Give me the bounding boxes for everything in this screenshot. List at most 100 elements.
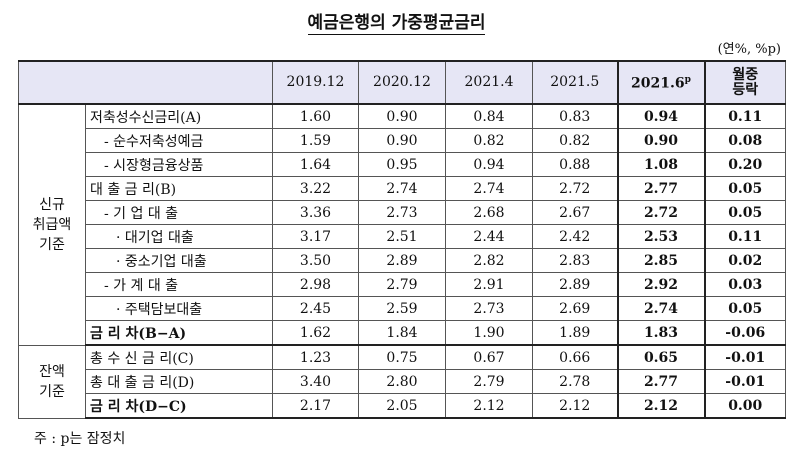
- row-label: 저축성수신금리(A): [85, 103, 273, 129]
- value-cell: 3.40: [272, 369, 359, 394]
- value-cell: 2.59: [358, 296, 446, 321]
- value-cell: 0.11: [704, 103, 786, 129]
- latest-text: 2021.6: [631, 75, 685, 92]
- table-row: - 시장형금융상품 1.64 0.95 0.94 0.88 1.08 0.20: [19, 152, 786, 177]
- value-cell: 2.91: [445, 272, 533, 297]
- value-cell: 0.00: [704, 393, 786, 419]
- value-cell: 0.75: [358, 344, 446, 370]
- value-cell: 0.08: [704, 128, 786, 153]
- group-label-line: 취급액: [32, 216, 72, 233]
- table-row: 신규 취급액 기준 저축성수신금리(A) 1.60 0.90 0.84 0.83 0.94 0.1…: [18, 103, 786, 346]
- row-label: · 대기업 대출: [85, 224, 273, 249]
- period-header: 2021.5: [532, 60, 618, 105]
- value-cell: 2.72: [532, 176, 618, 201]
- table-body: 신규 취급액 기준 저축성수신금리(A) 1.60 0.90 0.84 0.83 0.94 0.1…: [18, 103, 786, 419]
- unit: (연%, %p): [717, 42, 781, 57]
- value-cell: 2.79: [445, 369, 533, 394]
- value-cell: 2.69: [532, 296, 618, 321]
- value-cell: 2.51: [358, 224, 446, 249]
- change-header: 월중 등락: [704, 60, 786, 105]
- period-header: 2019.12: [272, 60, 359, 105]
- table-row: 잔액 기준 총 수 신 금 리(C) 1.23 0.75 0.67 0.66 0.65 -0.0…: [18, 344, 786, 419]
- value-cell: 0.65: [616, 344, 706, 370]
- table-row: 대 출 금 리(B) 3.22 2.74 2.74 2.72 2.77 0.05: [19, 176, 786, 201]
- value-cell: 3.50: [272, 248, 359, 273]
- value-cell: 2.83: [532, 248, 618, 273]
- value-cell: 0.95: [358, 152, 446, 177]
- value-cell: 2.80: [358, 369, 446, 394]
- value-cell: 2.68: [445, 200, 533, 225]
- value-cell: 1.64: [272, 152, 359, 177]
- value-cell: 2.42: [532, 224, 618, 249]
- row-label: 금 리 차(B−A): [85, 320, 273, 346]
- table-row: - 기 업 대 출 3.36 2.73 2.68 2.67 2.72 0.05: [19, 200, 786, 225]
- header-blank: [18, 60, 273, 105]
- rate-table: 2019.12 2020.12 2021.4 2021.5 2021.6p 월중 등락 신규…: [18, 60, 786, 419]
- value-cell: 2.82: [445, 248, 533, 273]
- table-header: 2019.12 2020.12 2021.4 2021.5 2021.6p 월중 등락: [18, 60, 786, 105]
- row-label: - 시장형금융상품: [85, 152, 273, 177]
- value-cell: -0.06: [704, 320, 786, 346]
- row-label: - 가 계 대 출: [85, 272, 273, 297]
- change-header-line: 등락: [732, 81, 759, 98]
- period-header: 2020.12: [358, 60, 446, 105]
- value-cell: 2.85: [616, 248, 706, 273]
- value-cell: 1.62: [272, 320, 359, 346]
- value-cell: 2.44: [445, 224, 533, 249]
- value-cell: 2.72: [616, 200, 706, 225]
- value-cell: 0.67: [445, 344, 533, 370]
- value-cell: 2.92: [616, 272, 706, 297]
- value-cell: 2.73: [358, 200, 446, 225]
- value-cell: 1.60: [272, 103, 359, 129]
- table-row: · 대기업 대출 3.17 2.51 2.44 2.42 2.53 0.11: [19, 224, 786, 249]
- value-cell: 0.03: [704, 272, 786, 297]
- value-cell: 0.84: [445, 103, 533, 129]
- value-cell: 2.77: [616, 369, 706, 394]
- value-cell: 0.20: [704, 152, 786, 177]
- table-row: 총 대 출 금 리(D) 3.40 2.80 2.79 2.78 2.77 -0.01: [19, 369, 786, 394]
- value-cell: 2.12: [616, 393, 706, 419]
- value-cell: 2.74: [445, 176, 533, 201]
- value-cell: 2.79: [358, 272, 446, 297]
- value-cell: 3.36: [272, 200, 359, 225]
- row-label: 총 수 신 금 리(C): [85, 344, 273, 370]
- value-cell: 2.74: [358, 176, 446, 201]
- footnote: 주 : p는 잠정치: [34, 431, 126, 447]
- value-cell: 3.17: [272, 224, 359, 249]
- value-cell: 0.82: [445, 128, 533, 153]
- value-cell: 0.94: [445, 152, 533, 177]
- row-label: 금 리 차(D−C): [85, 393, 273, 419]
- value-cell: -0.01: [704, 344, 786, 370]
- row-label: · 중소기업 대출: [85, 248, 273, 273]
- group-label-line: 잔액: [39, 363, 65, 380]
- row-label: · 주택담보대출: [85, 296, 273, 321]
- header-row: 2019.12 2020.12 2021.4 2021.5 2021.6p 월중 등락: [18, 60, 786, 105]
- value-cell: 2.77: [616, 176, 706, 201]
- value-cell: 0.82: [532, 128, 618, 153]
- value-cell: 2.12: [532, 393, 618, 419]
- row-label: 대 출 금 리(B): [85, 176, 273, 201]
- row-label: - 기 업 대 출: [85, 200, 273, 225]
- value-cell: 1.89: [532, 320, 618, 346]
- value-cell: 2.89: [532, 272, 618, 297]
- value-cell: 2.98: [272, 272, 359, 297]
- group-label: 신규 취급액 기준: [18, 103, 86, 346]
- row-label: 총 대 출 금 리(D): [85, 369, 273, 394]
- value-cell: 0.05: [704, 176, 786, 201]
- value-cell: 2.89: [358, 248, 446, 273]
- value-cell: 2.17: [272, 393, 359, 419]
- value-cell: 2.67: [532, 200, 618, 225]
- value-cell: 3.22: [272, 176, 359, 201]
- value-cell: 1.83: [616, 320, 706, 346]
- table-row: · 중소기업 대출 3.50 2.89 2.82 2.83 2.85 0.02: [19, 248, 786, 273]
- value-cell: 1.59: [272, 128, 359, 153]
- latest-header: 2021.6p: [616, 60, 706, 105]
- value-cell: 0.88: [532, 152, 618, 177]
- change-header-line: 월중: [732, 66, 759, 83]
- value-cell: 0.05: [704, 200, 786, 225]
- value-cell: 0.05: [704, 296, 786, 321]
- value-cell: 0.83: [532, 103, 618, 129]
- value-cell: 1.23: [272, 344, 359, 370]
- row-label: - 순수저축성예금: [85, 128, 273, 153]
